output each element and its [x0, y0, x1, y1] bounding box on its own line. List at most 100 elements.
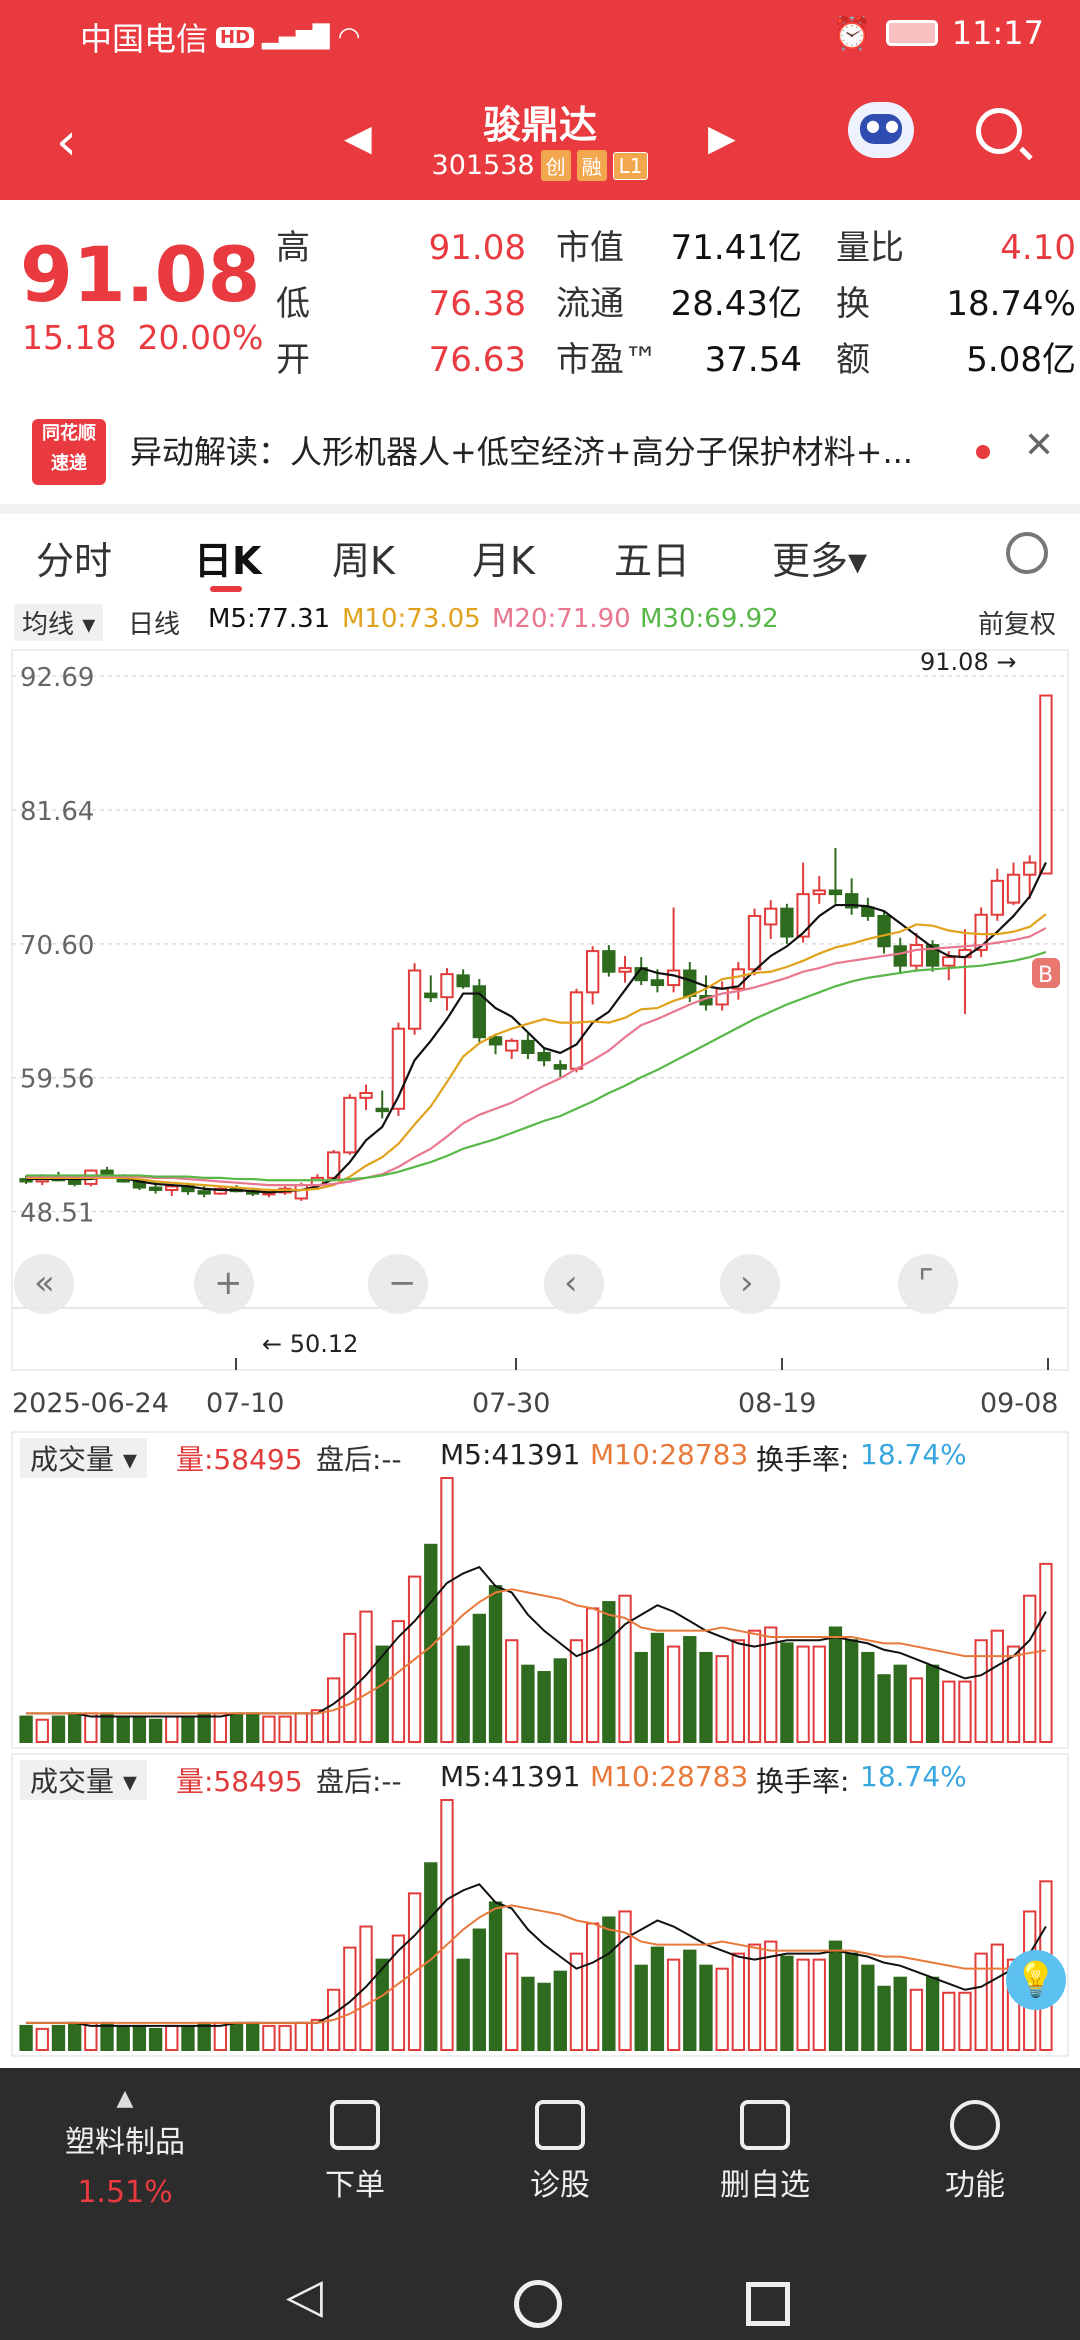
volume-bar	[51, 2024, 66, 2052]
volume-bar	[585, 1607, 600, 1743]
candle	[990, 879, 1005, 916]
volume-bar	[67, 2021, 82, 2052]
volume-bar	[747, 1629, 762, 1743]
volume-bar	[472, 1928, 487, 2051]
volume-bar	[634, 1964, 648, 2051]
label-float: 流通	[556, 284, 624, 324]
function-button[interactable]: 功能	[920, 2100, 1030, 2204]
stock-code: 301538	[431, 150, 535, 181]
candle	[909, 944, 924, 967]
turnover-label-1: 换手率:	[756, 1443, 850, 1476]
ma10-line	[26, 913, 1047, 1192]
tag-chuang: 创	[540, 150, 571, 181]
robot-assistant-icon[interactable]	[848, 102, 914, 158]
battery-icon	[885, 20, 938, 46]
volume-bar	[747, 1943, 762, 2051]
tab-monthly-k[interactable]: 月K	[472, 539, 535, 583]
diagnose-button[interactable]: 诊股	[505, 2100, 615, 2204]
volume-bar	[958, 1680, 972, 1744]
volume-bar	[942, 1680, 956, 1744]
adjust-mode[interactable]: 前复权	[978, 610, 1057, 640]
vol-m10-1: M10:28783	[590, 1438, 749, 1471]
candle	[731, 968, 746, 990]
volume-value-2: 量:58495	[176, 1765, 303, 1798]
minus-box-icon	[740, 2100, 790, 2150]
nav-recent-icon[interactable]	[746, 2282, 790, 2326]
change-pct: 20.00%	[137, 318, 264, 357]
chart-control-glyph: −	[388, 1263, 417, 1303]
candle	[165, 1185, 179, 1191]
volume-bar	[294, 1712, 308, 1744]
ma-period: 日线	[128, 610, 181, 640]
volume-bar	[796, 1645, 810, 1743]
nav-back-icon[interactable]: ◁	[286, 2268, 323, 2324]
candle	[683, 969, 697, 997]
volume-bar	[764, 1940, 778, 2052]
chart-control-glyph: ⌜	[918, 1263, 934, 1303]
tab-five-day[interactable]: 五日	[614, 539, 691, 583]
label-low: 低	[276, 284, 310, 324]
volume-bar	[715, 1655, 729, 1743]
order-button[interactable]: 下单	[300, 2100, 410, 2204]
volume-bar	[650, 1946, 665, 2051]
candle	[213, 1187, 228, 1195]
volume-bar	[683, 1636, 697, 1743]
tab-weekly-k[interactable]: 周K	[332, 539, 395, 583]
vol-ma10-line	[26, 1904, 1047, 2024]
tab-more[interactable]: 更多▾	[772, 539, 868, 583]
volume-bar	[359, 1925, 373, 2051]
quote-col-3: 量比 4.10 换 18.74% 额 5.08亿	[836, 220, 1076, 388]
candle	[521, 1039, 535, 1054]
chart-control-2	[368, 1254, 428, 1314]
prev-stock-icon[interactable]: ◀	[344, 118, 372, 159]
x-tick-label: 07-10	[206, 1388, 284, 1419]
volume-bar	[731, 1639, 746, 1744]
back-icon[interactable]: ‹	[56, 112, 77, 172]
ma-selector[interactable]: 均线 ▾	[14, 604, 104, 641]
x-tick-label: 2025-06-24	[12, 1388, 169, 1419]
next-stock-icon[interactable]: ▶	[708, 118, 736, 159]
volume-bar	[294, 2021, 308, 2052]
nav-home-icon[interactable]	[514, 2280, 562, 2328]
candle	[796, 893, 810, 938]
candle	[893, 945, 907, 967]
volume-bar	[618, 1910, 632, 2051]
volume-bar	[1039, 1562, 1053, 1743]
candle	[343, 1096, 357, 1154]
status-bar: 中国电信 HD ▂▄▆█ ◠ ⏰ 11:17	[0, 0, 1080, 72]
lightbulb-icon[interactable]: 💡	[1006, 1950, 1066, 2010]
volume-bar	[1006, 1645, 1021, 1743]
volume-bar	[262, 2024, 276, 2052]
volume-bar	[375, 1958, 389, 2051]
ma20-line	[26, 927, 1047, 1187]
kline-chart[interactable]: 92.69 81.64 70.60 59.56 48.51 91.08 → ← 50.12 B…	[0, 640, 1080, 1430]
tab-daily-k[interactable]: 日K	[194, 539, 262, 583]
search-icon[interactable]	[976, 108, 1022, 154]
vol-ma5-line	[26, 1565, 1047, 1718]
volume-bar	[213, 1712, 228, 1744]
candle	[569, 991, 584, 1070]
volume-bar	[828, 1626, 843, 1743]
news-banner[interactable]: 同花顺 速递 异动解读：人形机器人+低空经济+高分子保护材料+... ✕	[0, 405, 1080, 500]
volume-bar	[391, 1620, 406, 1743]
volume-bar	[278, 1715, 292, 1744]
volume-bar	[569, 1639, 584, 1744]
close-icon[interactable]: ✕	[1024, 425, 1055, 466]
volume-selector-1[interactable]: 成交量 ▾	[20, 1438, 147, 1478]
signal-icon: ▂▄▆█	[262, 24, 330, 50]
x-tick-label: 08-19	[738, 1388, 816, 1419]
tab-intraday[interactable]: 分时	[36, 539, 113, 583]
volume-bar	[116, 1715, 130, 1744]
settings-icon[interactable]	[1006, 532, 1048, 574]
volume-selector-2[interactable]: 成交量 ▾	[20, 1760, 147, 1800]
remove-watchlist-button[interactable]: 删自选	[700, 2100, 830, 2204]
news-text: 异动解读：人形机器人+低空经济+高分子保护材料+...	[130, 433, 913, 471]
sector-name: 塑料制品	[65, 2125, 185, 2160]
turnover-label-2: 换手率:	[756, 1765, 850, 1798]
ma30-line	[26, 951, 1047, 1182]
volume-bar	[229, 2021, 244, 2052]
vol-m10-2: M10:28783	[590, 1760, 749, 1793]
sector-button[interactable]: ▲ 塑料制品 1.51%	[50, 2086, 200, 2210]
y-tick-label: 81.64	[20, 797, 94, 827]
label-high: 高	[276, 228, 310, 268]
